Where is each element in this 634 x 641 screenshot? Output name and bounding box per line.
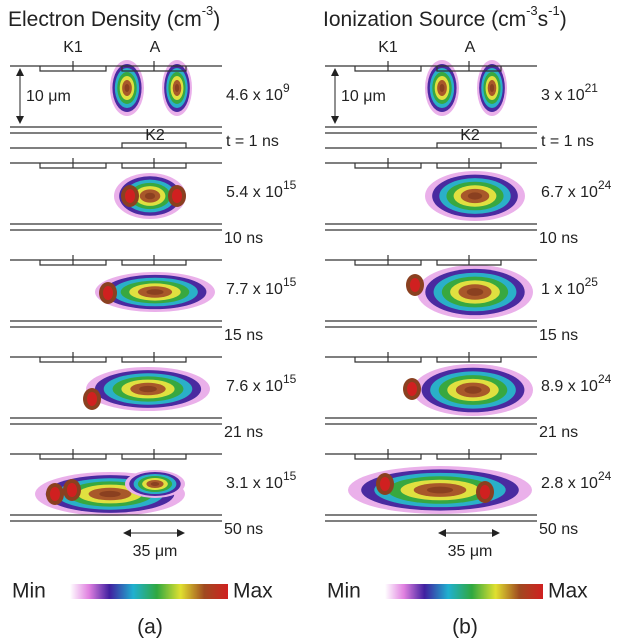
- electrode-label: K2: [460, 127, 480, 144]
- peak-exponent: 24: [598, 372, 612, 386]
- peak-value: 1 x 1025: [541, 275, 598, 298]
- title-superscript: -3: [526, 3, 538, 18]
- plasma-contour: [146, 289, 164, 295]
- peak-mantissa: 5.4 x 10: [226, 184, 283, 201]
- height-label: 10 μm: [341, 88, 386, 105]
- plasma-contour: [144, 192, 156, 200]
- peak-exponent: 21: [585, 81, 599, 95]
- panel-title: Ionization Source (cm-3s-1): [323, 3, 567, 30]
- time-label: 50 ns: [224, 521, 263, 538]
- electrode-label: A: [150, 39, 161, 56]
- time-label: 15 ns: [224, 327, 263, 344]
- colorbar-min: Min: [327, 580, 361, 603]
- time-label: t = 1 ns: [541, 133, 594, 150]
- peak-exponent: 25: [585, 275, 599, 289]
- plasma-core: [407, 382, 417, 396]
- title-text: ): [213, 8, 220, 31]
- peak-mantissa: 4.6 x 10: [226, 87, 283, 104]
- plasma-contour: [439, 84, 445, 92]
- plasma-core: [125, 189, 135, 203]
- colorbar: [385, 584, 543, 599]
- plasma-core: [87, 392, 97, 406]
- peak-mantissa: 3.1 x 10: [226, 475, 283, 492]
- peak-value: 4.6 x 109: [226, 81, 290, 104]
- time-label: 50 ns: [539, 521, 578, 538]
- colorbar-min: Min: [12, 580, 46, 603]
- electrode-label: K1: [378, 39, 398, 56]
- time-label: t = 1 ns: [226, 133, 279, 150]
- peak-value: 7.6 x 1015: [226, 372, 297, 395]
- plasma-contour: [139, 385, 157, 393]
- peak-value: 2.8 x 1024: [541, 469, 612, 492]
- peak-value: 3.1 x 1015: [226, 469, 297, 492]
- plasma-contour: [466, 288, 484, 296]
- peak-exponent: 24: [598, 178, 612, 192]
- height-label: 10 μm: [26, 88, 71, 105]
- time-label: 10 ns: [224, 230, 263, 247]
- panel-title: Electron Density (cm-3): [8, 3, 220, 30]
- peak-value: 8.9 x 1024: [541, 372, 612, 395]
- peak-exponent: 15: [283, 372, 297, 386]
- panel-label: (a): [137, 616, 163, 639]
- colorbar: [70, 584, 228, 599]
- peak-exponent: 15: [283, 275, 297, 289]
- peak-mantissa: 1 x 10: [541, 281, 585, 298]
- plasma-core: [172, 189, 182, 203]
- electrode: [436, 142, 502, 148]
- time-label: 10 ns: [539, 230, 578, 247]
- title-text: Electron Density (cm: [8, 8, 202, 31]
- plasma-core: [410, 278, 420, 292]
- width-label: 35 μm: [133, 543, 178, 560]
- peak-mantissa: 3 x 10: [541, 87, 585, 104]
- peak-exponent: 24: [598, 469, 612, 483]
- peak-exponent: 9: [283, 81, 290, 95]
- plasma-contour: [467, 192, 483, 200]
- plasma-contour: [150, 482, 160, 486]
- title-superscript: -1: [548, 3, 560, 18]
- peak-value: 3 x 1021: [541, 81, 598, 104]
- title-text: s: [538, 8, 549, 31]
- title-superscript: -3: [202, 3, 214, 18]
- colorbar-max: Max: [233, 580, 273, 603]
- peak-value: 6.7 x 1024: [541, 178, 612, 201]
- peak-value: 7.7 x 1015: [226, 275, 297, 298]
- panel-label: (b): [452, 616, 478, 639]
- electrode-label: K1: [63, 39, 83, 56]
- peak-exponent: 15: [283, 178, 297, 192]
- time-label: 21 ns: [539, 424, 578, 441]
- plasma-contour: [99, 490, 121, 498]
- plasma-core: [380, 477, 390, 491]
- peak-mantissa: 8.9 x 10: [541, 378, 598, 395]
- electrode: [121, 142, 187, 148]
- plasma-contour: [464, 386, 482, 394]
- colorbar-max: Max: [548, 580, 588, 603]
- peak-exponent: 15: [283, 469, 297, 483]
- plasma-core: [50, 487, 60, 501]
- electrode-label: K2: [145, 127, 165, 144]
- electrode-label: A: [465, 39, 476, 56]
- width-label: 35 μm: [448, 543, 493, 560]
- peak-mantissa: 2.8 x 10: [541, 475, 598, 492]
- peak-value: 5.4 x 1015: [226, 178, 297, 201]
- peak-mantissa: 7.6 x 10: [226, 378, 283, 395]
- title-text: ): [560, 8, 567, 31]
- peak-mantissa: 7.7 x 10: [226, 281, 283, 298]
- plasma-contour: [124, 84, 130, 92]
- plasma-core: [480, 485, 490, 499]
- title-text: Ionization Source (cm: [323, 8, 526, 31]
- plasma-contour: [174, 84, 180, 92]
- plasma-contour: [426, 486, 454, 494]
- peak-mantissa: 6.7 x 10: [541, 184, 598, 201]
- time-label: 21 ns: [224, 424, 263, 441]
- time-label: 15 ns: [539, 327, 578, 344]
- plasma-core: [67, 483, 77, 497]
- plasma-core: [103, 286, 113, 300]
- plasma-contour: [489, 84, 495, 92]
